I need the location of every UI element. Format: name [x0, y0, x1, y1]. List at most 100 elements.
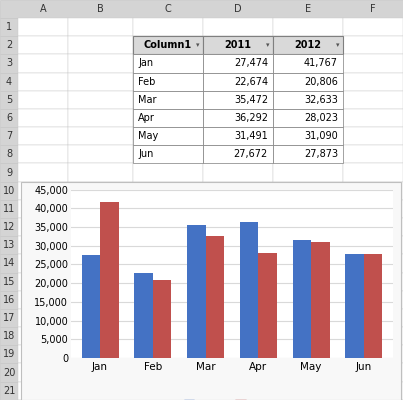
Bar: [203, 345, 273, 364]
Bar: [68, 127, 133, 145]
Bar: [0, 345, 18, 364]
Bar: [0, 218, 18, 236]
Text: 17: 17: [3, 313, 15, 323]
Bar: [18, 91, 68, 109]
Text: 32,633: 32,633: [304, 95, 338, 105]
Bar: [0, 200, 18, 218]
Text: 8: 8: [6, 149, 12, 159]
Text: May: May: [138, 131, 158, 141]
Bar: [68, 254, 133, 272]
Bar: [0, 18, 18, 36]
Bar: [273, 254, 343, 272]
Bar: [133, 254, 203, 272]
Bar: [273, 364, 343, 382]
Bar: [68, 18, 133, 36]
Bar: [68, 182, 133, 200]
Bar: [133, 309, 203, 327]
Bar: [133, 91, 203, 109]
Text: 2: 2: [6, 40, 12, 50]
Bar: [203, 145, 273, 164]
Text: 11: 11: [3, 204, 15, 214]
Bar: [21, 182, 401, 400]
Bar: [273, 36, 343, 54]
Bar: [133, 218, 203, 236]
Text: B: B: [97, 4, 104, 14]
Bar: [343, 182, 403, 200]
Text: 22,674: 22,674: [234, 77, 268, 87]
Bar: [133, 72, 203, 91]
Bar: [203, 182, 273, 200]
Bar: [343, 254, 403, 272]
Bar: [364, 254, 382, 358]
Bar: [18, 382, 68, 400]
Text: 7: 7: [6, 131, 12, 141]
Bar: [68, 272, 133, 291]
Bar: [203, 54, 273, 72]
Bar: [0, 182, 18, 200]
Bar: [203, 291, 273, 309]
Bar: [203, 218, 273, 236]
Bar: [0, 272, 18, 291]
Bar: [134, 273, 153, 358]
Bar: [68, 327, 133, 345]
Text: E: E: [305, 4, 311, 14]
Bar: [18, 200, 68, 218]
Text: 5: 5: [6, 95, 12, 105]
Bar: [203, 145, 273, 164]
Bar: [343, 36, 403, 54]
Bar: [133, 54, 203, 72]
Bar: [18, 218, 68, 236]
Text: Apr: Apr: [138, 113, 155, 123]
Text: 21: 21: [3, 386, 15, 396]
Bar: [18, 291, 68, 309]
Bar: [273, 91, 343, 109]
Bar: [258, 253, 277, 358]
Bar: [203, 54, 273, 72]
Bar: [0, 364, 18, 382]
Bar: [133, 127, 203, 145]
Text: Column1: Column1: [144, 40, 192, 50]
Bar: [343, 291, 403, 309]
Text: 19: 19: [3, 349, 15, 359]
Text: 15: 15: [3, 277, 15, 287]
Bar: [273, 327, 343, 345]
Bar: [187, 225, 206, 358]
Bar: [273, 72, 343, 91]
Bar: [343, 382, 403, 400]
Bar: [273, 18, 343, 36]
Bar: [18, 364, 68, 382]
Bar: [0, 145, 18, 164]
Bar: [273, 127, 343, 145]
Text: 6: 6: [6, 113, 12, 123]
Bar: [133, 72, 203, 91]
Bar: [273, 382, 343, 400]
Text: ▾: ▾: [266, 42, 269, 48]
Bar: [133, 345, 203, 364]
Bar: [68, 200, 133, 218]
Bar: [343, 236, 403, 254]
Bar: [18, 145, 68, 164]
Text: A: A: [39, 4, 46, 14]
Bar: [343, 364, 403, 382]
Bar: [343, 218, 403, 236]
Bar: [18, 164, 68, 182]
Text: 10: 10: [3, 186, 15, 196]
Bar: [133, 291, 203, 309]
Text: 27,672: 27,672: [234, 149, 268, 159]
Text: 16: 16: [3, 295, 15, 305]
Bar: [0, 164, 18, 182]
Bar: [81, 255, 100, 358]
Bar: [133, 36, 203, 54]
Text: 28,023: 28,023: [304, 113, 338, 123]
Bar: [133, 18, 203, 36]
Bar: [311, 242, 330, 358]
Text: Jun: Jun: [138, 149, 154, 159]
Text: 35,472: 35,472: [234, 95, 268, 105]
Bar: [203, 200, 273, 218]
Text: 20: 20: [3, 368, 15, 378]
Bar: [68, 364, 133, 382]
Bar: [0, 36, 18, 54]
Bar: [0, 327, 18, 345]
Bar: [18, 327, 68, 345]
Bar: [240, 222, 258, 358]
